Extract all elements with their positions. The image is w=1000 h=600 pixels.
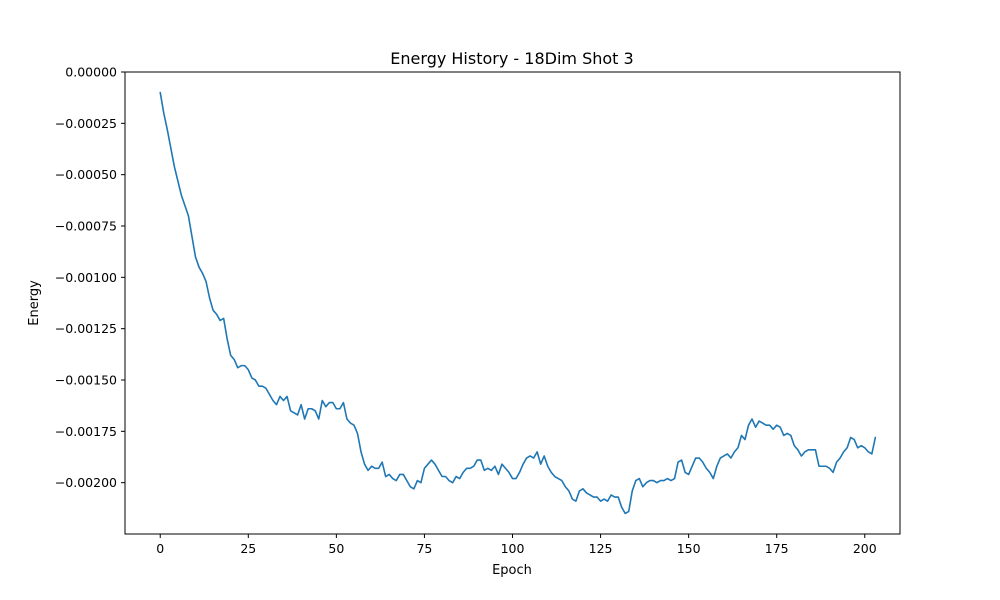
y-axis-label: Energy	[27, 280, 42, 326]
y-tick-label: −0.00200	[55, 475, 117, 490]
x-axis-label: Epoch	[492, 563, 532, 578]
y-tick-label: −0.00050	[55, 167, 117, 182]
y-tick-label: −0.00100	[55, 270, 117, 285]
x-tick-label: 75	[416, 541, 432, 556]
y-tick-label: 0.00000	[65, 65, 117, 80]
x-tick-label: 25	[240, 541, 256, 556]
x-tick-label: 175	[765, 541, 789, 556]
y-tick-label: −0.00075	[55, 219, 117, 234]
energy-series-line	[159, 91, 877, 515]
y-tick-label: −0.00175	[55, 424, 117, 439]
y-tick-label: −0.00125	[55, 321, 117, 336]
y-axis-ticks: 0.00000 −0.00025 −0.00050 −0.00075 −0.00100 −…	[55, 65, 125, 490]
chart-title: Energy History - 18Dim Shot 3	[390, 49, 633, 68]
x-tick-label: 0	[156, 541, 164, 556]
y-tick-label: −0.00150	[55, 373, 117, 388]
x-tick-label: 125	[589, 541, 613, 556]
plot-frame	[124, 71, 901, 535]
x-tick-label: 150	[677, 541, 701, 556]
x-tick-label: 50	[328, 541, 344, 556]
y-tick-label: −0.00025	[55, 116, 117, 131]
x-tick-label: 200	[853, 541, 877, 556]
x-axis-ticks: 0 25 50 75 100 125 150 175 200	[156, 534, 877, 556]
x-tick-label: 100	[501, 541, 525, 556]
